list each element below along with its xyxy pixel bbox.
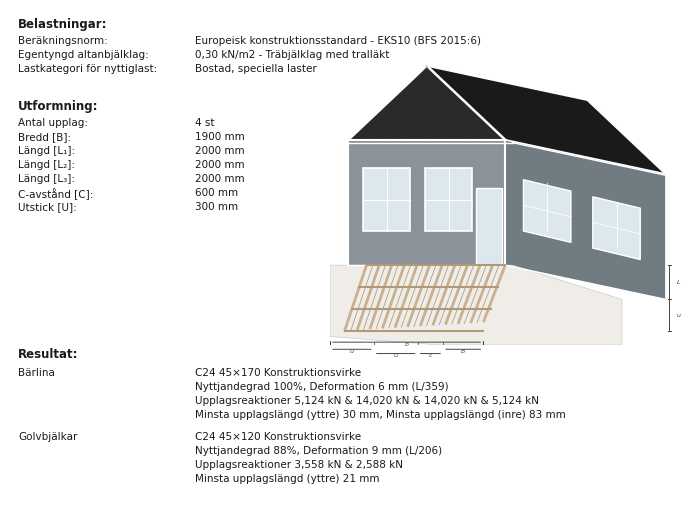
Polygon shape	[476, 188, 501, 265]
Text: Längd [L₂]:: Längd [L₂]:	[18, 160, 75, 170]
Text: Upplagsreaktioner 3,558 kN & 2,588 kN: Upplagsreaktioner 3,558 kN & 2,588 kN	[195, 460, 403, 470]
Polygon shape	[593, 197, 640, 259]
Text: Längd [L₃]:: Längd [L₃]:	[18, 174, 75, 184]
Polygon shape	[427, 65, 666, 174]
Text: Längd [L₁]:: Längd [L₁]:	[18, 146, 75, 156]
Text: Utformning:: Utformning:	[18, 100, 99, 113]
Text: Nyttjandegrad 88%, Deformation 9 mm (L/206): Nyttjandegrad 88%, Deformation 9 mm (L/2…	[195, 446, 442, 456]
Text: B: B	[461, 349, 466, 354]
Text: u: u	[677, 313, 680, 317]
Polygon shape	[349, 140, 505, 265]
Text: Egentyngd altanbjälklag:: Egentyngd altanbjälklag:	[18, 50, 148, 60]
Polygon shape	[505, 140, 666, 299]
Text: Antal upplag:: Antal upplag:	[18, 118, 88, 128]
Text: C24 45×170 Konstruktionsvirke: C24 45×170 Konstruktionsvirke	[195, 368, 361, 378]
Text: Europeisk konstruktionsstandard - EKS10 (BFS 2015:6): Europeisk konstruktionsstandard - EKS10 …	[195, 36, 481, 46]
Text: 2000 mm: 2000 mm	[195, 146, 244, 156]
Text: 4 st: 4 st	[195, 118, 214, 128]
Text: 2000 mm: 2000 mm	[195, 160, 244, 170]
Polygon shape	[349, 65, 505, 140]
Polygon shape	[363, 168, 410, 231]
Text: Utstick [U]:: Utstick [U]:	[18, 202, 77, 212]
Text: Lastkategori för nyttiglast:: Lastkategori för nyttiglast:	[18, 64, 158, 74]
Polygon shape	[330, 265, 622, 345]
Text: L: L	[677, 280, 680, 285]
Text: Golvbjälkar: Golvbjälkar	[18, 432, 78, 442]
Polygon shape	[425, 168, 472, 231]
Text: 1900 mm: 1900 mm	[195, 132, 245, 142]
Text: C24 45×120 Konstruktionsvirke: C24 45×120 Konstruktionsvirke	[195, 432, 361, 442]
Text: Minsta upplagslängd (yttre) 30 mm, Minsta upplagslängd (inre) 83 mm: Minsta upplagslängd (yttre) 30 mm, Minst…	[195, 410, 566, 420]
Text: Upplagsreaktioner 5,124 kN & 14,020 kN & 14,020 kN & 5,124 kN: Upplagsreaktioner 5,124 kN & 14,020 kN &…	[195, 396, 539, 406]
Text: 300 mm: 300 mm	[195, 202, 238, 212]
Text: Belastningar:: Belastningar:	[18, 18, 108, 31]
Text: 600 mm: 600 mm	[195, 188, 238, 198]
Text: Resultat:: Resultat:	[18, 348, 78, 361]
Text: Beräkningsnorm:: Beräkningsnorm:	[18, 36, 108, 46]
Text: Bredd [B]:: Bredd [B]:	[18, 132, 71, 142]
Text: 2000 mm: 2000 mm	[195, 174, 244, 184]
Text: c: c	[428, 353, 432, 359]
Polygon shape	[524, 180, 571, 242]
Text: L₁: L₁	[393, 353, 398, 359]
Text: C-avstånd [C]:: C-avstånd [C]:	[18, 188, 93, 200]
Text: u: u	[350, 349, 354, 354]
Text: Nyttjandegrad 100%, Deformation 6 mm (L/359): Nyttjandegrad 100%, Deformation 6 mm (L/…	[195, 382, 449, 392]
Text: Bostad, speciella laster: Bostad, speciella laster	[195, 64, 316, 74]
Text: 0,30 kN/m2 - Träbjälklag med tralläkt: 0,30 kN/m2 - Träbjälklag med tralläkt	[195, 50, 389, 60]
Text: Minsta upplagslängd (yttre) 21 mm: Minsta upplagslängd (yttre) 21 mm	[195, 474, 379, 484]
Text: Bärlina: Bärlina	[18, 368, 55, 378]
Text: b: b	[405, 343, 409, 347]
